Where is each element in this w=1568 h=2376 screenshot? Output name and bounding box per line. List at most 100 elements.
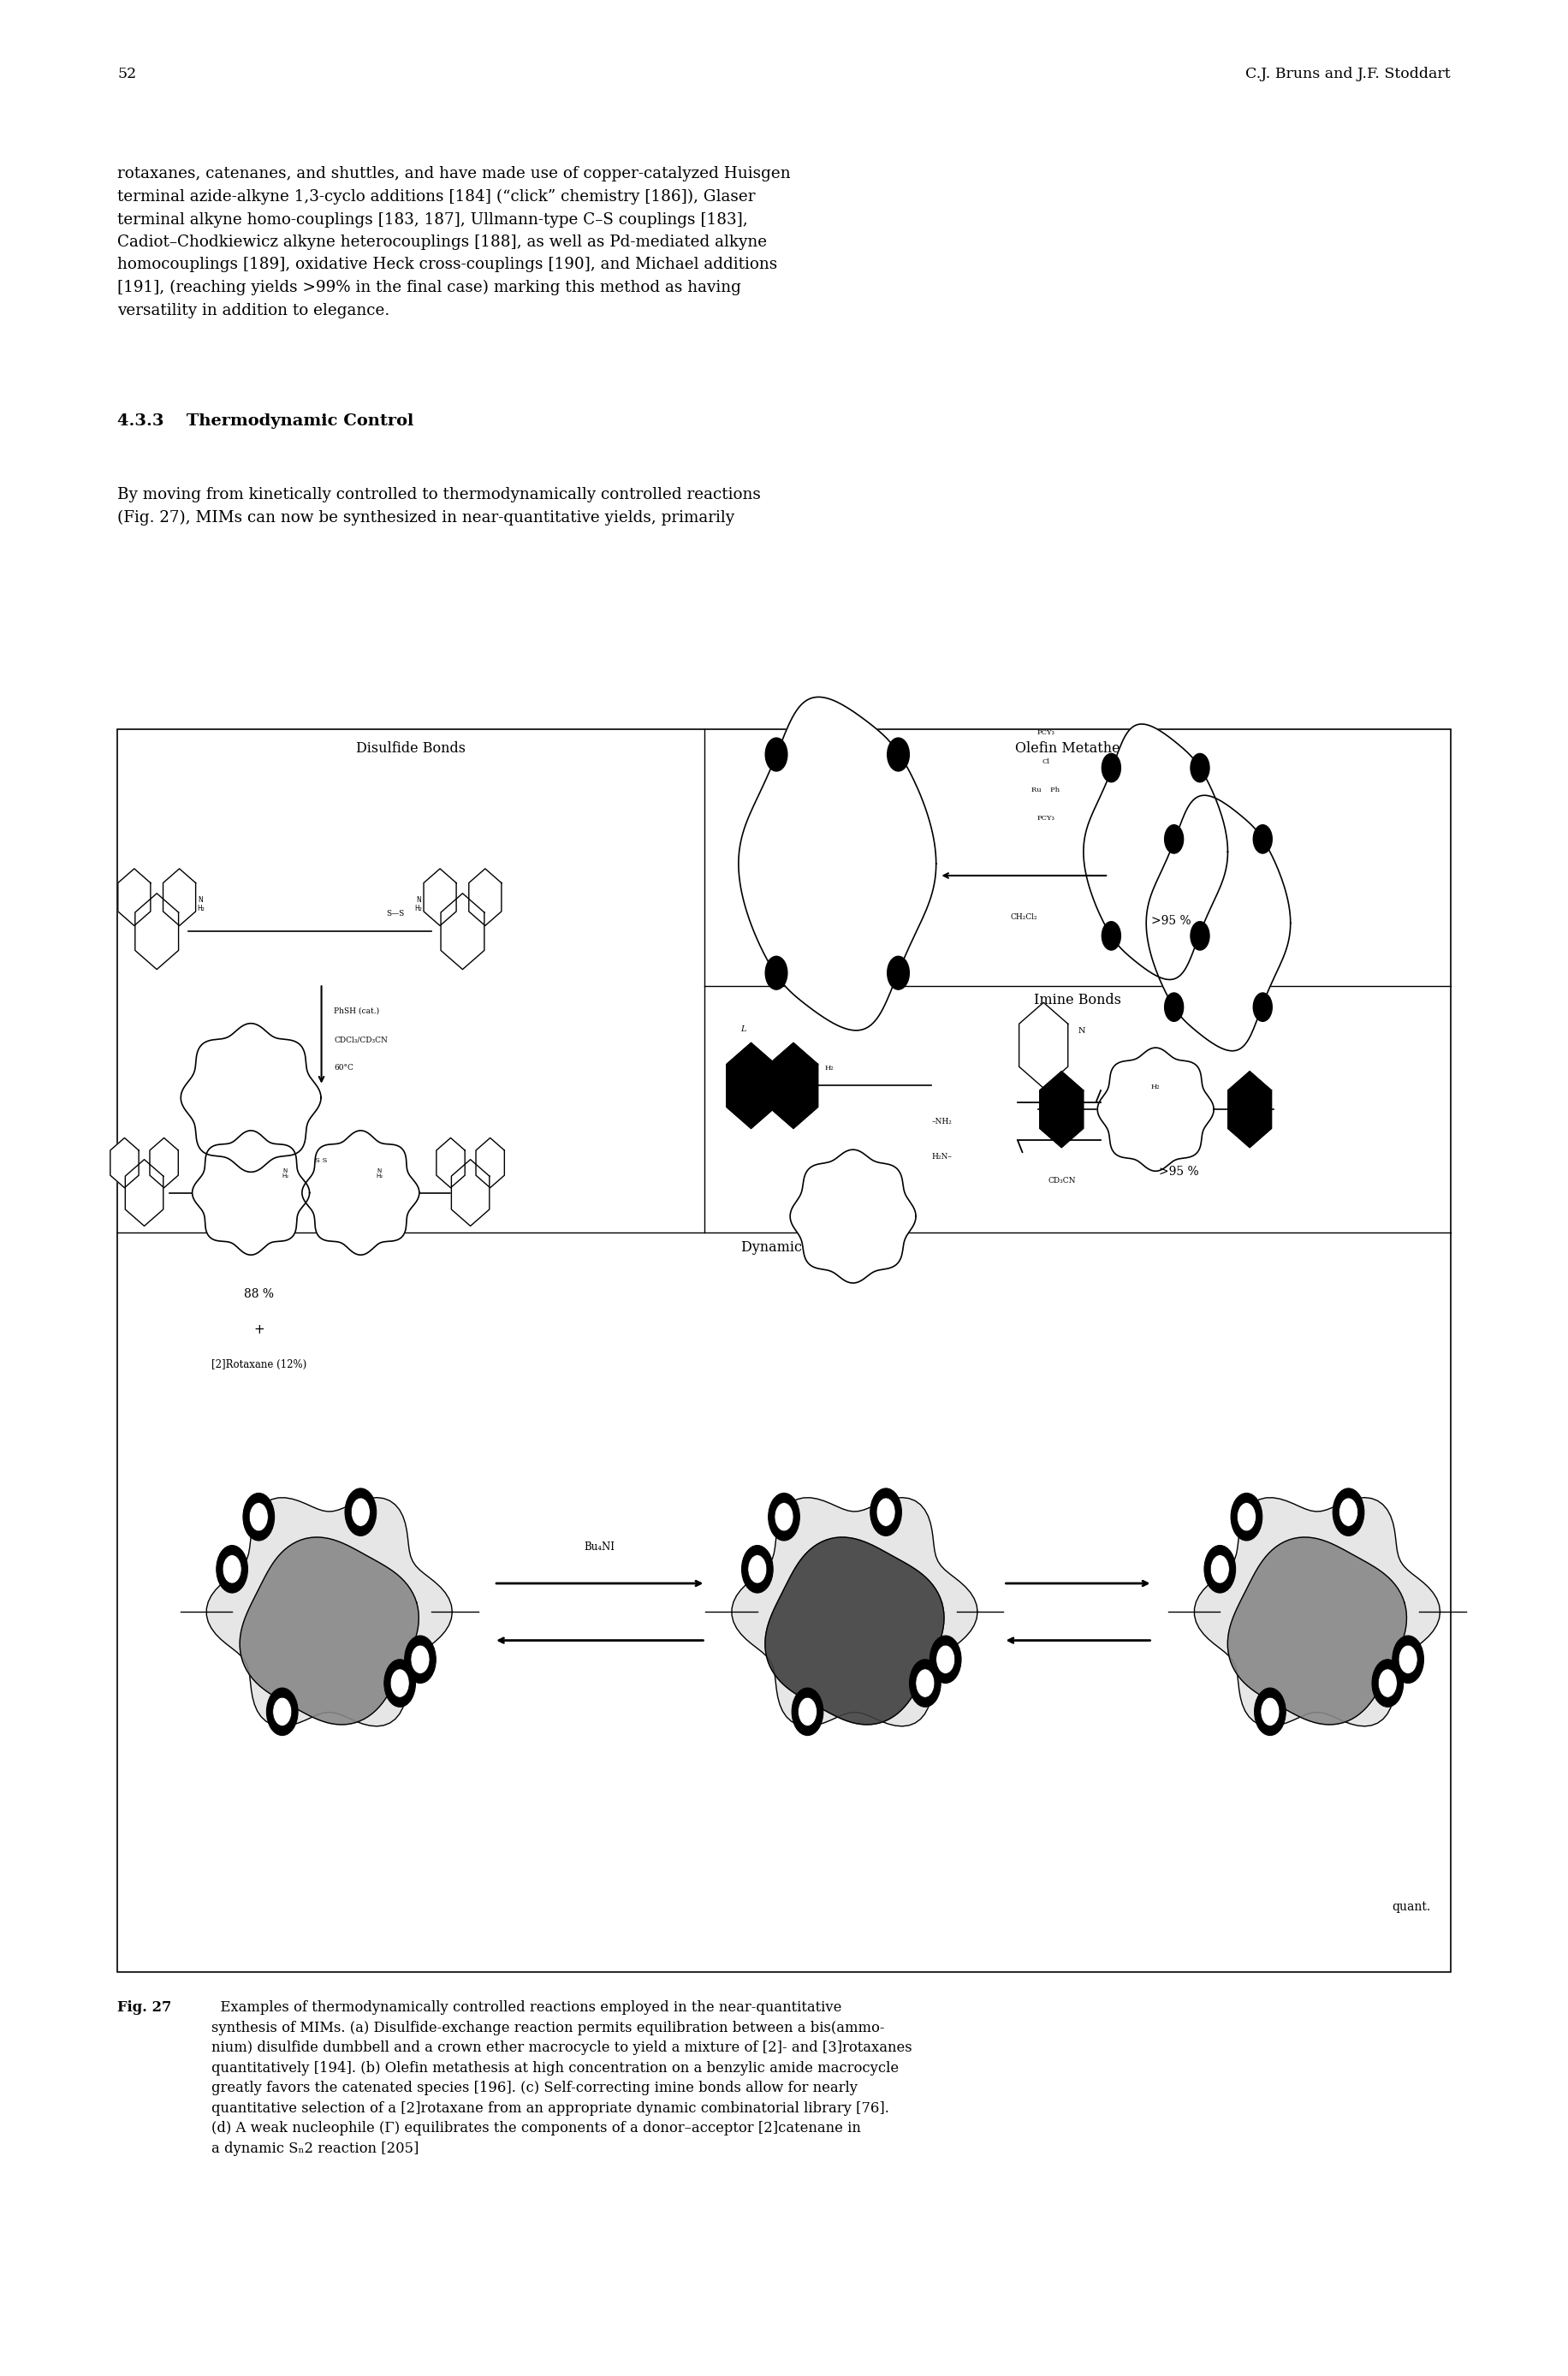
Polygon shape	[441, 893, 485, 969]
Text: H₂N–: H₂N–	[931, 1152, 952, 1162]
Text: rotaxanes, catenanes, and shuttles, and have made use of copper-catalyzed Huisge: rotaxanes, catenanes, and shuttles, and …	[118, 166, 790, 318]
Polygon shape	[1195, 1497, 1439, 1727]
Circle shape	[390, 1668, 409, 1696]
Circle shape	[384, 1658, 416, 1706]
Circle shape	[249, 1502, 268, 1530]
Polygon shape	[240, 1537, 419, 1725]
Text: PhSH (cat.): PhSH (cat.)	[334, 1007, 379, 1015]
Circle shape	[936, 1644, 955, 1673]
Circle shape	[411, 1644, 430, 1673]
Text: Disulfide Bonds: Disulfide Bonds	[356, 741, 466, 756]
Circle shape	[775, 1502, 793, 1530]
Polygon shape	[726, 1043, 776, 1129]
Circle shape	[267, 1687, 298, 1734]
Polygon shape	[163, 870, 196, 927]
Text: Fig. 27: Fig. 27	[118, 2001, 172, 2015]
Text: N
H₂: N H₂	[198, 896, 204, 912]
Text: N
H₂: N H₂	[282, 1169, 289, 1178]
Circle shape	[1254, 1687, 1286, 1734]
Circle shape	[1378, 1668, 1397, 1696]
Circle shape	[345, 1487, 376, 1535]
Polygon shape	[452, 1159, 489, 1226]
Circle shape	[765, 739, 787, 772]
Circle shape	[792, 1687, 823, 1734]
Text: +: +	[254, 1323, 263, 1335]
Circle shape	[1333, 1487, 1364, 1535]
Polygon shape	[125, 1159, 163, 1226]
Circle shape	[1339, 1497, 1358, 1525]
Polygon shape	[469, 870, 502, 927]
Text: >95 %: >95 %	[1151, 915, 1192, 927]
Text: PCY₃: PCY₃	[1036, 729, 1055, 737]
Circle shape	[1102, 922, 1121, 950]
Text: Dynamic Sₙ₂: Dynamic Sₙ₂	[742, 1240, 826, 1255]
Circle shape	[798, 1696, 817, 1725]
Circle shape	[748, 1554, 767, 1582]
Circle shape	[1190, 753, 1209, 782]
Polygon shape	[1098, 1048, 1214, 1171]
Text: N
H₂: N H₂	[376, 1169, 383, 1178]
Text: CD₃CN: CD₃CN	[1047, 1176, 1076, 1186]
Circle shape	[1204, 1544, 1236, 1592]
Text: Bu₄NI: Bu₄NI	[585, 1542, 615, 1552]
Circle shape	[916, 1668, 935, 1696]
Polygon shape	[477, 1138, 505, 1188]
Polygon shape	[193, 1131, 309, 1255]
Circle shape	[768, 1492, 800, 1540]
Circle shape	[1231, 1492, 1262, 1540]
Text: [2]Rotaxane (12%): [2]Rotaxane (12%)	[212, 1359, 306, 1371]
Polygon shape	[1083, 725, 1228, 979]
Text: >95 %: >95 %	[1159, 1167, 1200, 1178]
Circle shape	[877, 1497, 895, 1525]
Polygon shape	[732, 1497, 977, 1727]
Polygon shape	[110, 1138, 138, 1188]
Circle shape	[1253, 993, 1272, 1022]
Polygon shape	[1228, 1072, 1272, 1148]
Circle shape	[870, 1487, 902, 1535]
Polygon shape	[1146, 796, 1290, 1050]
Polygon shape	[135, 893, 179, 969]
Bar	[118, 729, 1450, 1972]
Text: –NH₂: –NH₂	[931, 1117, 952, 1126]
Circle shape	[765, 955, 787, 988]
Polygon shape	[303, 1131, 419, 1255]
Text: CDCl₃/CD₃CN: CDCl₃/CD₃CN	[334, 1036, 387, 1043]
Circle shape	[1165, 824, 1184, 853]
Text: 88 %: 88 %	[243, 1288, 274, 1300]
Polygon shape	[1040, 1072, 1083, 1148]
Circle shape	[216, 1544, 248, 1592]
Circle shape	[1253, 824, 1272, 853]
Circle shape	[909, 1658, 941, 1706]
Circle shape	[1210, 1554, 1229, 1582]
Polygon shape	[436, 1138, 464, 1188]
Circle shape	[742, 1544, 773, 1592]
Circle shape	[243, 1492, 274, 1540]
Text: Examples of thermodynamically controlled reactions employed in the near-quantita: Examples of thermodynamically controlled…	[212, 2001, 913, 2155]
Circle shape	[1372, 1658, 1403, 1706]
Text: Cl: Cl	[1043, 758, 1049, 765]
Text: N: N	[1079, 1026, 1085, 1036]
Circle shape	[1399, 1644, 1417, 1673]
Circle shape	[887, 955, 909, 988]
Circle shape	[405, 1635, 436, 1682]
Circle shape	[1261, 1696, 1279, 1725]
Polygon shape	[1019, 1003, 1068, 1088]
Text: C.J. Bruns and J.F. Stoddart: C.J. Bruns and J.F. Stoddart	[1245, 67, 1450, 81]
Text: 52: 52	[118, 67, 136, 81]
Text: 60°C: 60°C	[334, 1064, 353, 1072]
Polygon shape	[423, 870, 456, 927]
Polygon shape	[151, 1138, 179, 1188]
Text: S S: S S	[315, 1157, 328, 1164]
Circle shape	[1102, 753, 1121, 782]
Polygon shape	[765, 1537, 944, 1725]
Text: Ru    Ph: Ru Ph	[1032, 786, 1060, 794]
Text: quant.: quant.	[1392, 1901, 1430, 1913]
Text: Olefin Metathesis: Olefin Metathesis	[1016, 741, 1138, 756]
Polygon shape	[790, 1150, 916, 1283]
Polygon shape	[180, 1024, 321, 1171]
Polygon shape	[1228, 1537, 1406, 1725]
Circle shape	[930, 1635, 961, 1682]
Circle shape	[1165, 993, 1184, 1022]
Circle shape	[1190, 922, 1209, 950]
Text: H₂: H₂	[1151, 1083, 1160, 1091]
